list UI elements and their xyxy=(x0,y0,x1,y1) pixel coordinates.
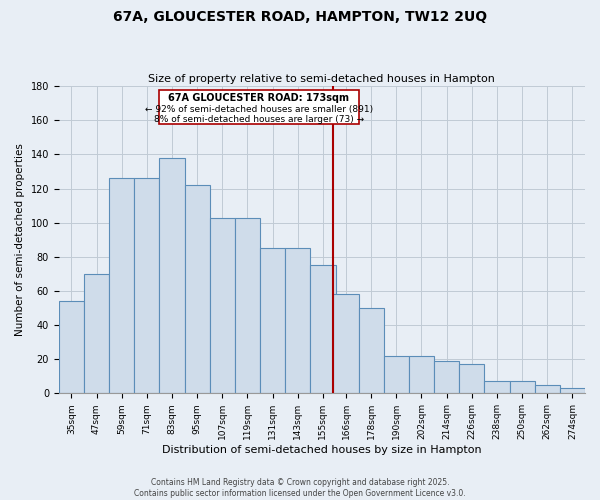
Bar xyxy=(59,301,84,394)
Text: Contains HM Land Registry data © Crown copyright and database right 2025.
Contai: Contains HM Land Registry data © Crown c… xyxy=(134,478,466,498)
Bar xyxy=(84,274,109,394)
Y-axis label: Number of semi-detached properties: Number of semi-detached properties xyxy=(15,144,25,336)
Bar xyxy=(434,361,459,394)
Bar xyxy=(535,385,560,394)
Bar xyxy=(484,382,509,394)
X-axis label: Distribution of semi-detached houses by size in Hampton: Distribution of semi-detached houses by … xyxy=(162,445,482,455)
Text: 67A GLOUCESTER ROAD: 173sqm: 67A GLOUCESTER ROAD: 173sqm xyxy=(169,93,349,103)
Bar xyxy=(134,178,160,394)
Bar xyxy=(109,178,134,394)
Bar xyxy=(409,356,434,394)
Text: 8% of semi-detached houses are larger (73) →: 8% of semi-detached houses are larger (7… xyxy=(154,115,364,124)
Bar xyxy=(160,158,185,394)
Bar xyxy=(310,266,335,394)
Title: Size of property relative to semi-detached houses in Hampton: Size of property relative to semi-detach… xyxy=(148,74,496,84)
Bar xyxy=(185,185,210,394)
Bar xyxy=(235,218,260,394)
Bar xyxy=(509,382,535,394)
Bar xyxy=(560,388,585,394)
Bar xyxy=(210,218,235,394)
Text: 67A, GLOUCESTER ROAD, HAMPTON, TW12 2UQ: 67A, GLOUCESTER ROAD, HAMPTON, TW12 2UQ xyxy=(113,10,487,24)
Bar xyxy=(334,294,359,394)
FancyBboxPatch shape xyxy=(160,90,359,124)
Bar xyxy=(359,308,384,394)
Bar xyxy=(384,356,409,394)
Bar xyxy=(459,364,484,394)
Bar xyxy=(260,248,285,394)
Bar xyxy=(285,248,310,394)
Text: ← 92% of semi-detached houses are smaller (891): ← 92% of semi-detached houses are smalle… xyxy=(145,105,373,114)
